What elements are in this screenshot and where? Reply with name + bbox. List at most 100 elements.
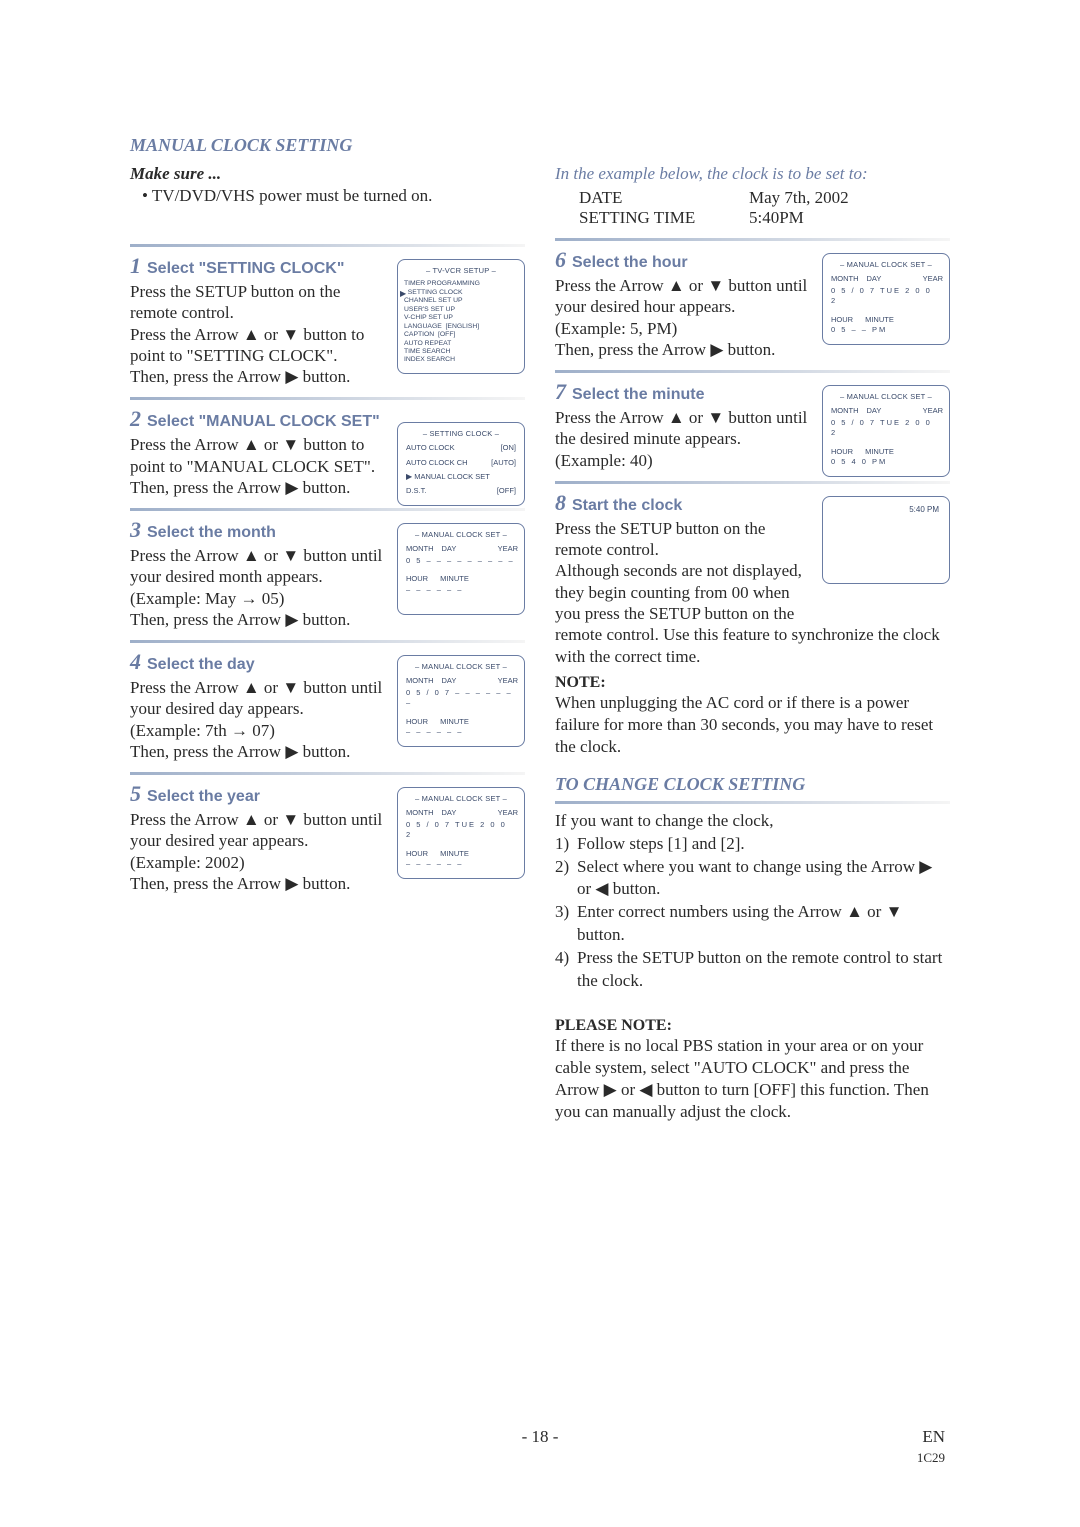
osd-screen-8: 5:40 PM	[822, 496, 950, 584]
osd-date-row: 0 5 / 0 7 TUE 2 0 0 2	[404, 820, 518, 840]
list-item: Follow steps [1] and [2].	[577, 833, 950, 856]
osd-screen-3: – MANUAL CLOCK SET – MONTHDAYYEAR 0 5 – …	[397, 523, 525, 615]
list-item: Press the SETUP button on the remote con…	[577, 947, 950, 993]
left-column: Make sure ... • TV/DVD/VHS power must be…	[130, 164, 525, 1124]
osd-time-row: – – – – – –	[404, 727, 518, 737]
step-title-text: Select the day	[147, 656, 255, 673]
osd-screen-7: – MANUAL CLOCK SET – MONTHDAYYEAR 0 5 / …	[822, 385, 950, 477]
step-body: Press the Arrow ▲ or ▼ button until your…	[555, 275, 810, 360]
change-list: 1)Follow steps [1] and [2]. 2)Select whe…	[555, 833, 950, 994]
osd-date-row: 0 5 / 0 7 – – – – – – –	[404, 688, 518, 708]
osd-title: – TV-VCR SETUP –	[404, 266, 518, 276]
step-title: 7 Select the minute	[555, 379, 810, 405]
step-title-text: Select the hour	[572, 254, 688, 271]
osd-time-row: – – – – – –	[404, 859, 518, 869]
step-number: 5	[130, 781, 141, 806]
step-number: 7	[555, 379, 566, 404]
step-number: 3	[130, 517, 141, 542]
bullet-text: TV/DVD/VHS power must be turned on.	[152, 186, 432, 205]
divider	[555, 481, 950, 484]
step-body: Press the Arrow ▲ or ▼ button to point t…	[130, 434, 385, 498]
step-title: 3 Select the month	[130, 517, 385, 543]
step-number: 1	[130, 253, 141, 278]
divider	[130, 772, 525, 775]
divider	[555, 801, 950, 804]
please-note-body: If there is no local PBS station in your…	[555, 1035, 950, 1123]
step-number: 8	[555, 490, 566, 515]
step8-cont: remote control. Use this feature to sync…	[555, 624, 950, 668]
footer-right: EN 1C29	[917, 1427, 945, 1467]
step-title: 8 Start the clock	[555, 490, 810, 516]
step-number: 2	[130, 406, 141, 431]
osd-title: – MANUAL CLOCK SET –	[829, 392, 943, 402]
manual-page: MANUAL CLOCK SETTING Make sure ... • TV/…	[130, 135, 950, 1124]
date-value: May 7th, 2002	[749, 188, 849, 208]
step-title-text: Select the minute	[572, 386, 704, 403]
note-body: When unplugging the AC cord or if there …	[555, 692, 950, 758]
osd-screen-2: – SETTING CLOCK – AUTO CLOCK[ON] AUTO CL…	[397, 422, 525, 505]
osd-title: – SETTING CLOCK –	[404, 429, 518, 439]
step-body: Press the Arrow ▲ or ▼ button until your…	[130, 545, 385, 630]
step-2: 2Select "MANUAL CLOCK SET" Press the Arr…	[130, 406, 525, 498]
step-title: 6 Select the hour	[555, 247, 810, 273]
step-title-text: Start the clock	[572, 497, 682, 514]
step-5: 5 Select the year Press the Arrow ▲ or ▼ …	[130, 781, 525, 894]
step-body: Press the SETUP button on the remote con…	[130, 281, 385, 387]
step-title-text: Select the month	[147, 524, 276, 541]
step-title: 2Select "MANUAL CLOCK SET"	[130, 406, 385, 432]
divider	[555, 370, 950, 373]
osd-title: – MANUAL CLOCK SET –	[404, 530, 518, 540]
osd-title: – MANUAL CLOCK SET –	[404, 794, 518, 804]
step-body: Press the Arrow ▲ or ▼ button until your…	[130, 677, 385, 762]
list-item: Enter correct numbers using the Arrow ▲ …	[577, 901, 950, 947]
make-sure-bullet: • TV/DVD/VHS power must be turned on.	[142, 186, 525, 206]
time-label: SETTING TIME	[579, 208, 749, 228]
date-label: DATE	[579, 188, 749, 208]
note-heading: NOTE:	[555, 674, 950, 692]
osd-screen-5: – MANUAL CLOCK SET – MONTHDAYYEAR 0 5 / …	[397, 787, 525, 879]
step-8: 8 Start the clock Press the SETUP button …	[555, 490, 950, 624]
osd-title: – MANUAL CLOCK SET –	[404, 662, 518, 672]
time-value: 5:40PM	[749, 208, 804, 228]
divider	[130, 508, 525, 511]
divider	[130, 244, 525, 247]
footer-en: EN	[922, 1427, 945, 1446]
osd-date-row: 0 5 / 0 7 TUE 2 0 0 2	[829, 286, 943, 306]
list-item: Select where you want to change using th…	[577, 856, 950, 902]
step-body: Press the Arrow ▲ or ▼ button until the …	[555, 407, 810, 471]
page-number: - 18 -	[522, 1427, 559, 1447]
divider	[555, 238, 950, 241]
osd-title: – MANUAL CLOCK SET –	[829, 260, 943, 270]
step-title-text: Select the year	[147, 788, 260, 805]
step-title: 5 Select the year	[130, 781, 385, 807]
step-body: Press the SETUP button on the remote con…	[555, 518, 810, 624]
osd-time-row: 0 5 4 0 PM	[829, 457, 943, 467]
section-title: MANUAL CLOCK SETTING	[130, 135, 950, 156]
step-title: 1 Select "SETTING CLOCK"	[130, 253, 385, 279]
osd-date-row: 0 5 / 0 7 TUE 2 0 0 2	[829, 418, 943, 438]
divider	[130, 640, 525, 643]
change-title: TO CHANGE CLOCK SETTING	[555, 774, 950, 795]
change-intro: If you want to change the clock,	[555, 810, 950, 832]
osd-clock-time: 5:40 PM	[829, 503, 943, 516]
step-number: 4	[130, 649, 141, 674]
step-3: 3 Select the month Press the Arrow ▲ or ▼…	[130, 517, 525, 630]
osd-time-row: – – – – – –	[404, 585, 518, 595]
example-intro: In the example below, the clock is to be…	[555, 164, 950, 184]
step-number: 6	[555, 247, 566, 272]
footer-code: 1C29	[917, 1450, 945, 1465]
osd-screen-6: – MANUAL CLOCK SET – MONTHDAYYEAR 0 5 / …	[822, 253, 950, 345]
osd-screen-1: – TV-VCR SETUP – TIMER PROGRAMMING ▶ SET…	[397, 259, 525, 374]
step-title: 4 Select the day	[130, 649, 385, 675]
step-body: Press the Arrow ▲ or ▼ button until your…	[130, 809, 385, 894]
example-values: DATEMay 7th, 2002 SETTING TIME5:40PM	[579, 188, 950, 228]
make-sure-label: Make sure ...	[130, 164, 525, 184]
step-title-text: Select "SETTING CLOCK"	[147, 260, 344, 277]
osd-time-row: 0 5 – – PM	[829, 325, 943, 335]
divider	[130, 397, 525, 400]
please-note-heading: PLEASE NOTE:	[555, 1017, 950, 1035]
two-columns: Make sure ... • TV/DVD/VHS power must be…	[130, 164, 950, 1124]
step-6: 6 Select the hour Press the Arrow ▲ or ▼ …	[555, 247, 950, 360]
step-1: 1 Select "SETTING CLOCK" Press the SETUP …	[130, 253, 525, 387]
osd-screen-4: – MANUAL CLOCK SET – MONTHDAYYEAR 0 5 / …	[397, 655, 525, 747]
